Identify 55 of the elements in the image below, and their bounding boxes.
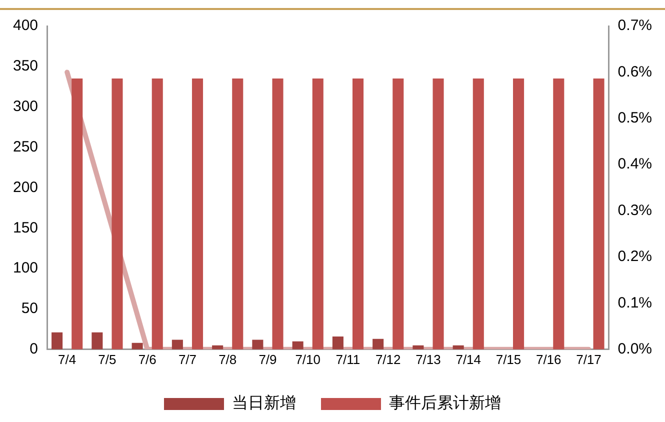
bar: [232, 78, 244, 350]
y-tick-label: 300: [12, 98, 38, 115]
y2-tick-label: 0.6%: [618, 63, 652, 80]
bar: [372, 338, 384, 350]
x-tick-label: 7/14: [456, 352, 482, 367]
bar: [312, 78, 324, 350]
bar: [292, 341, 304, 350]
x-tick-label: 7/9: [258, 352, 277, 367]
x-tick-label: 7/17: [576, 352, 602, 367]
bar: [252, 340, 264, 350]
bar: [72, 78, 83, 350]
x-tick-label: 7/11: [336, 352, 360, 367]
bar: [52, 332, 63, 350]
y-tick-label: 150: [12, 219, 38, 236]
y2-tick-label: 0.2%: [618, 248, 652, 266]
x-tick-label: 7/7: [178, 352, 197, 367]
y2-tick-label: 0.7%: [618, 17, 652, 34]
y2-tick-label: 0.3%: [618, 202, 652, 219]
bar: [593, 78, 604, 350]
legend-label: 当日新增: [232, 393, 296, 412]
y-tick-label: 50: [21, 300, 38, 318]
x-tick-label: 7/10: [295, 352, 321, 367]
bar: [272, 78, 284, 350]
bar: [472, 78, 484, 350]
bar: [132, 342, 143, 350]
y-tick-label: 250: [12, 138, 38, 156]
y-tick-label: 100: [12, 260, 38, 277]
bar: [92, 332, 103, 350]
y-tick-label: 350: [12, 58, 38, 75]
x-tick-label: 7/4: [58, 352, 76, 367]
x-tick-label: 7/16: [536, 352, 562, 367]
y-tick-label: 0: [30, 340, 38, 358]
x-tick-label: 7/12: [375, 352, 401, 367]
x-tick-label: 7/5: [98, 352, 116, 367]
bar: [192, 78, 204, 350]
y-tick-label: 200: [12, 178, 38, 196]
x-tick-label: 7/13: [416, 352, 441, 367]
bar: [152, 78, 163, 350]
bar: [332, 336, 344, 350]
bar: [432, 78, 444, 350]
bar: [553, 78, 564, 350]
bar: [392, 78, 404, 350]
y2-tick-label: 0.5%: [618, 110, 652, 127]
x-tick-label: 7/15: [496, 352, 522, 367]
bar: [172, 340, 183, 350]
x-tick-label: 7/6: [138, 352, 156, 367]
legend-label: 事件后累计新增: [389, 393, 501, 412]
y2-tick-label: 0.0%: [618, 340, 652, 358]
bar: [513, 78, 524, 350]
x-tick-label: 7/8: [218, 352, 237, 367]
y2-tick-label: 0.4%: [618, 156, 652, 173]
bar: [352, 78, 364, 350]
y2-tick-label: 0.1%: [618, 294, 652, 312]
y-tick-label: 400: [12, 17, 38, 34]
bar: [112, 78, 123, 350]
